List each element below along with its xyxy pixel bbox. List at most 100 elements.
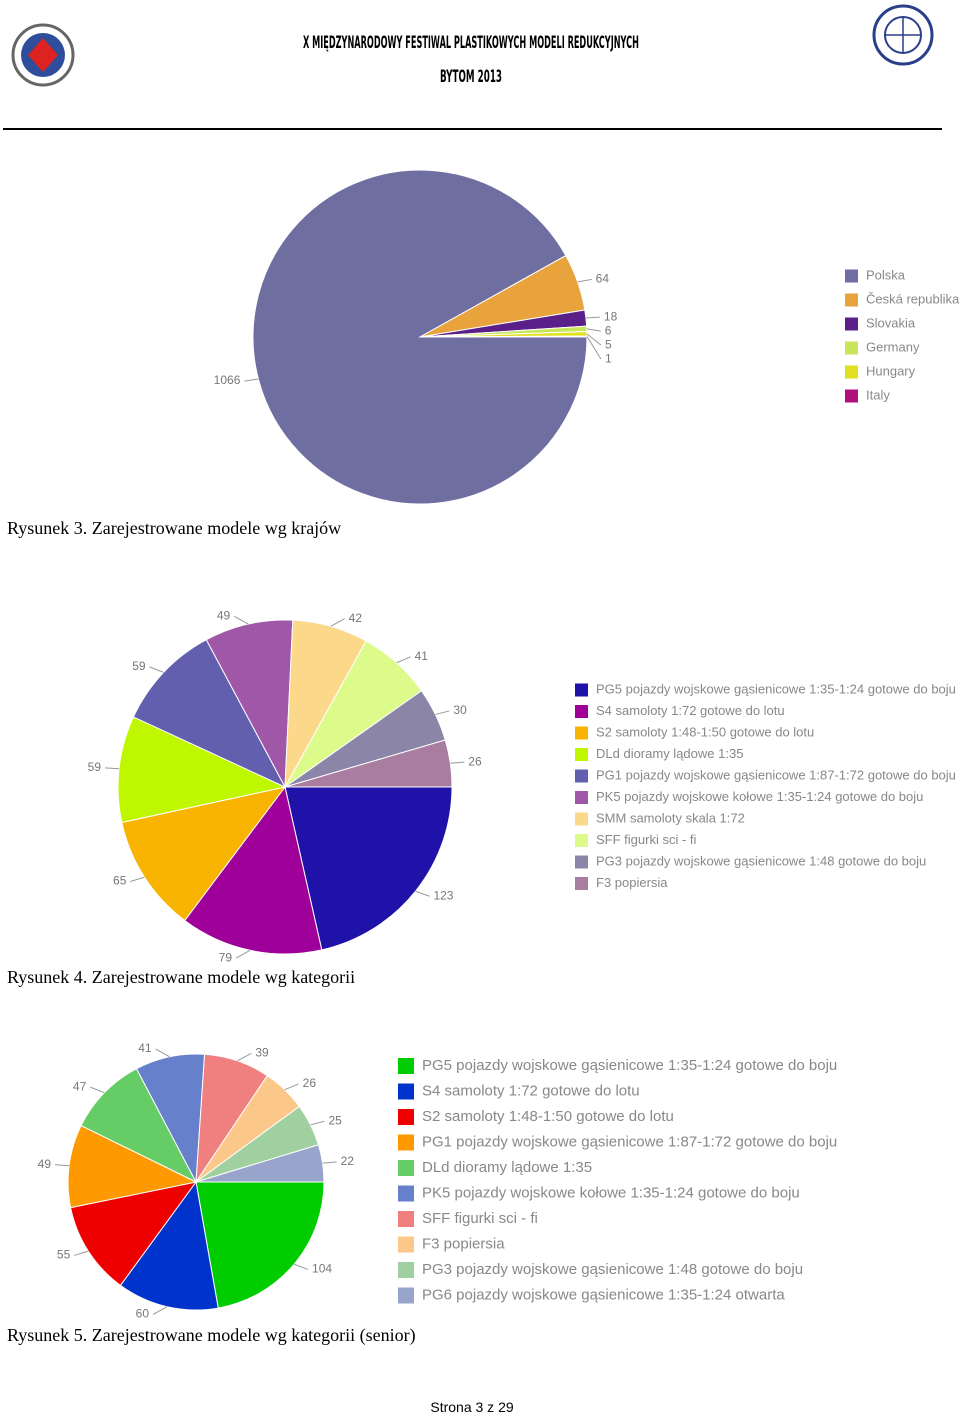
legend-label: S2 samoloty 1:48-1:50 gotowe do lotu [422, 1108, 674, 1125]
legend-swatch [398, 1287, 414, 1304]
logo-left [11, 23, 75, 87]
data-label: 59 [88, 760, 102, 774]
legend-label: PG1 pojazdy wojskowe gąsienicowe 1:87-1:… [596, 767, 956, 782]
data-label: 22 [341, 1154, 355, 1168]
legend-label: Hungary [866, 363, 916, 378]
data-label: 18 [604, 309, 618, 323]
legend-label: DLd dioramy lądowe 1:35 [596, 746, 743, 761]
legend-swatch [398, 1211, 414, 1227]
data-label: 79 [219, 950, 233, 964]
legend-label: PG1 pojazdy wojskowe gąsienicowe 1:87-1:… [422, 1133, 837, 1150]
leader-line [55, 1164, 70, 1167]
leader-line [244, 378, 259, 382]
legend-swatch [575, 748, 588, 761]
leader-line [149, 666, 164, 673]
pie-slice [119, 1180, 219, 1311]
legend-swatch [398, 1236, 414, 1253]
legend-label: SMM samoloty skala 1:72 [596, 810, 745, 825]
leader-line [586, 328, 601, 332]
data-label: 49 [217, 608, 231, 622]
header-subtitle: BYTOM 2013 [440, 67, 502, 87]
leader-line [396, 656, 411, 664]
pie-slice [195, 1144, 325, 1183]
pie-slice [284, 739, 453, 788]
header-title: X MIĘDZYNARODOWY FESTIWAL PLASTIKOWYCH M… [303, 33, 639, 53]
leader-line [90, 1086, 105, 1094]
leader-line [577, 278, 592, 283]
leader-line [330, 618, 345, 627]
legend-label: PK5 pojazdy wojskowe kołowe 1:35-1:24 go… [422, 1184, 800, 1201]
leader-line [586, 336, 602, 360]
data-label: 26 [303, 1076, 317, 1090]
legend-label: Italy [866, 387, 890, 402]
data-label: 41 [415, 649, 429, 663]
leader-line [415, 890, 430, 897]
leader-line [586, 333, 602, 346]
legend-swatch [575, 791, 588, 804]
legend-swatch [845, 317, 858, 331]
logo-right [872, 4, 934, 66]
leader-line [233, 615, 249, 625]
legend-label: PG6 pojazdy wojskowe gąsienicowe 1:35-1:… [422, 1286, 785, 1303]
data-label: 47 [73, 1079, 87, 1093]
legend-swatch [575, 834, 588, 847]
legend-swatch [845, 269, 858, 283]
data-label: 64 [596, 272, 610, 286]
legend-label: SFF figurki sci - fi [422, 1210, 538, 1227]
legend-swatch [398, 1134, 414, 1151]
pie-slice [195, 1181, 325, 1309]
data-label: 25 [329, 1113, 343, 1127]
legend-label: PK5 pojazdy wojskowe kołowe 1:35-1:24 go… [596, 789, 923, 804]
leader-line [130, 876, 145, 882]
legend-swatch [398, 1185, 414, 1202]
data-label: 123 [433, 888, 453, 902]
leader-line [293, 1263, 309, 1270]
leader-line [450, 761, 465, 764]
legend-swatch [575, 705, 588, 718]
leader-line [155, 1048, 170, 1058]
data-label: 30 [453, 703, 467, 717]
leader-line [435, 710, 450, 715]
pie-slice [80, 1067, 198, 1184]
leader-line [152, 1306, 168, 1315]
legend-swatch [575, 812, 588, 826]
data-label: 1 [605, 351, 612, 365]
leader-line [322, 1161, 337, 1164]
pie-slice [132, 639, 287, 789]
data-label: 26 [468, 754, 482, 768]
page-footer: Strona 3 z 29 [430, 1399, 513, 1415]
legend-swatch [398, 1058, 414, 1074]
legend-label: F3 popiersia [422, 1235, 505, 1252]
legend-label: DLd dioramy lądowe 1:35 [422, 1159, 592, 1176]
legend-label: Česká republika [866, 291, 960, 306]
legend-swatch [398, 1262, 414, 1278]
pie-slice [117, 716, 287, 824]
legend-swatch [398, 1160, 414, 1176]
data-label: 5 [605, 337, 612, 351]
leader-line [310, 1120, 325, 1126]
data-label: 6 [605, 323, 612, 337]
leader-line [284, 1083, 299, 1091]
data-label: 65 [113, 874, 127, 888]
pie-slice [205, 619, 294, 789]
figure-caption: Rysunek 4. Zarejestrowane modele wg kate… [7, 967, 355, 987]
legend-swatch [398, 1083, 414, 1100]
legend-label: PG3 pojazdy wojskowe gąsienicowe 1:48 go… [422, 1261, 803, 1278]
legend-label: PG3 pojazdy wojskowe gąsienicowe 1:48 go… [596, 853, 926, 868]
legend-swatch [845, 293, 858, 307]
legend-swatch [575, 855, 588, 869]
data-label: 41 [138, 1041, 152, 1055]
data-label: 49 [38, 1157, 52, 1171]
legend-swatch [575, 726, 588, 740]
legend-swatch [575, 877, 588, 890]
figure-caption: Rysunek 5. Zarejestrowane modele wg kate… [7, 1325, 416, 1346]
data-label: 55 [57, 1248, 71, 1262]
legend-swatch [845, 365, 858, 379]
legend-label: SFF figurki sci - fi [596, 832, 697, 847]
leader-line [74, 1250, 89, 1256]
legend-label: S4 samoloty 1:72 gotowe do lotu [596, 703, 785, 718]
legend-label: S4 samoloty 1:72 gotowe do lotu [422, 1082, 640, 1099]
legend-label: F3 popiersia [596, 875, 668, 890]
leader-line [237, 1052, 252, 1062]
